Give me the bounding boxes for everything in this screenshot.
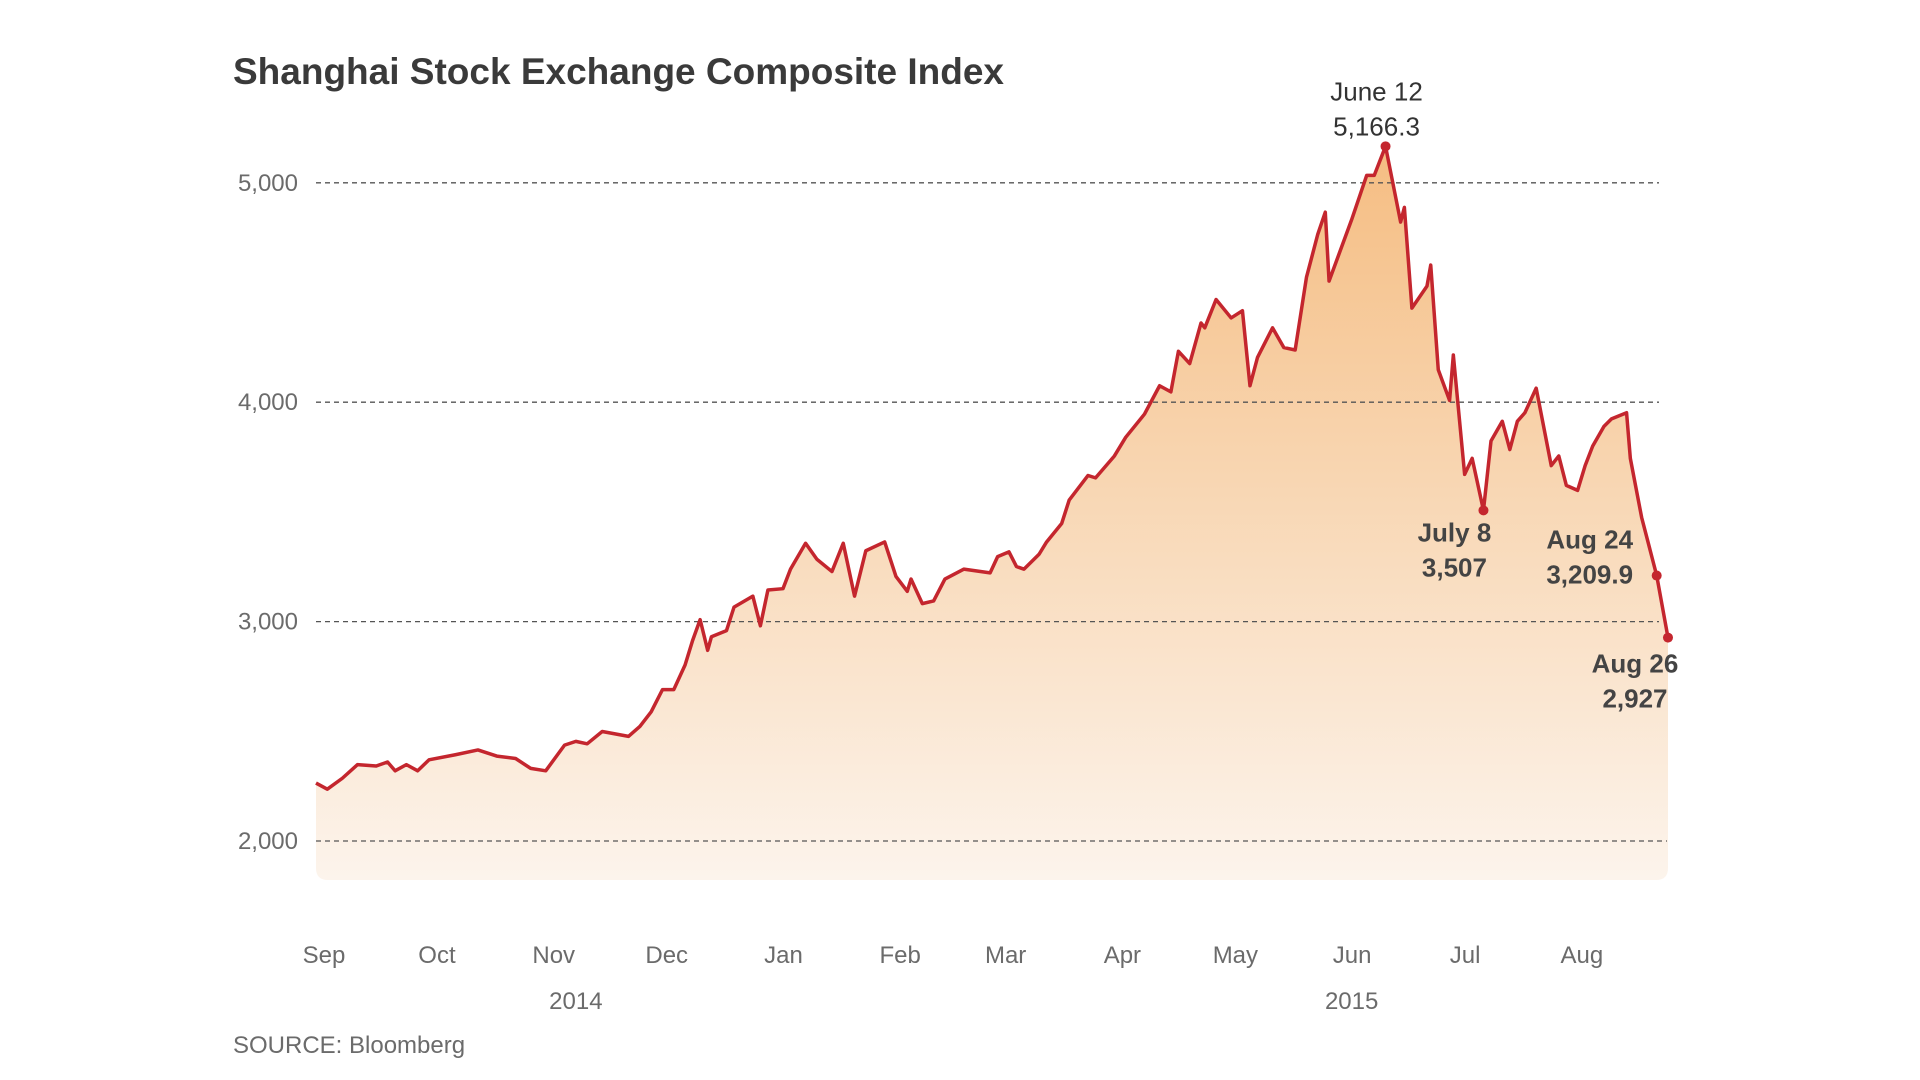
- annotation-dot: [1662, 632, 1673, 643]
- series-line: [315, 144, 1670, 791]
- annotation-date: Aug 24: [1546, 525, 1633, 555]
- x-tick-label: Dec: [645, 942, 688, 969]
- y-tick-label: 2,000: [238, 828, 298, 855]
- axes: 2,000 3,000 4,000 5,000 Sep Oct Nov Dec Jan Feb Ma…: [238, 170, 1603, 1015]
- line-layer: [315, 144, 1670, 791]
- x-tick-label: Jun: [1333, 942, 1372, 969]
- y-tick-label: 3,000: [238, 609, 298, 636]
- gridlines: [316, 182, 1667, 842]
- x-tick-label: Apr: [1104, 942, 1141, 969]
- annotation-date: July 8: [1418, 517, 1492, 547]
- annotation-value: 3,507: [1422, 552, 1487, 582]
- x-tick-label: Jan: [764, 942, 803, 969]
- annotation-dot: [1380, 141, 1391, 152]
- x-tick-label: Aug: [1560, 942, 1603, 969]
- annotation-value: 5,166.3: [1333, 111, 1420, 141]
- x-tick-label: Nov: [532, 942, 575, 969]
- x-tick-label: May: [1213, 942, 1258, 969]
- area-layer: [316, 146, 1668, 881]
- annotation: Aug 26 2,927: [1592, 632, 1679, 714]
- x-tick-label: Jul: [1450, 942, 1481, 969]
- source-note: SOURCE: Bloomberg: [233, 1032, 465, 1059]
- series-area: [316, 146, 1668, 881]
- x-tick-label: Feb: [880, 942, 921, 969]
- year-label: 2014: [549, 988, 602, 1015]
- annotation-dot: [1651, 570, 1662, 581]
- annotation: Aug 24 3,209.9: [1546, 525, 1662, 590]
- annotation: June 12 5,166.3: [1330, 76, 1423, 152]
- annotation-dot: [1478, 505, 1489, 516]
- annotation-date: June 12: [1330, 76, 1423, 106]
- x-tick-label: Mar: [985, 942, 1026, 969]
- annotation-value: 3,209.9: [1546, 560, 1633, 590]
- y-tick-label: 4,000: [238, 389, 298, 416]
- chart-title: Shanghai Stock Exchange Composite Index: [233, 51, 1004, 92]
- annotation-date: Aug 26: [1592, 649, 1679, 679]
- x-tick-label: Oct: [418, 942, 456, 969]
- x-tick-label: Sep: [303, 942, 346, 969]
- y-tick-label: 5,000: [238, 170, 298, 197]
- annotation-value: 2,927: [1602, 684, 1667, 714]
- year-label: 2015: [1325, 988, 1378, 1015]
- annotation: July 8 3,507: [1418, 505, 1492, 582]
